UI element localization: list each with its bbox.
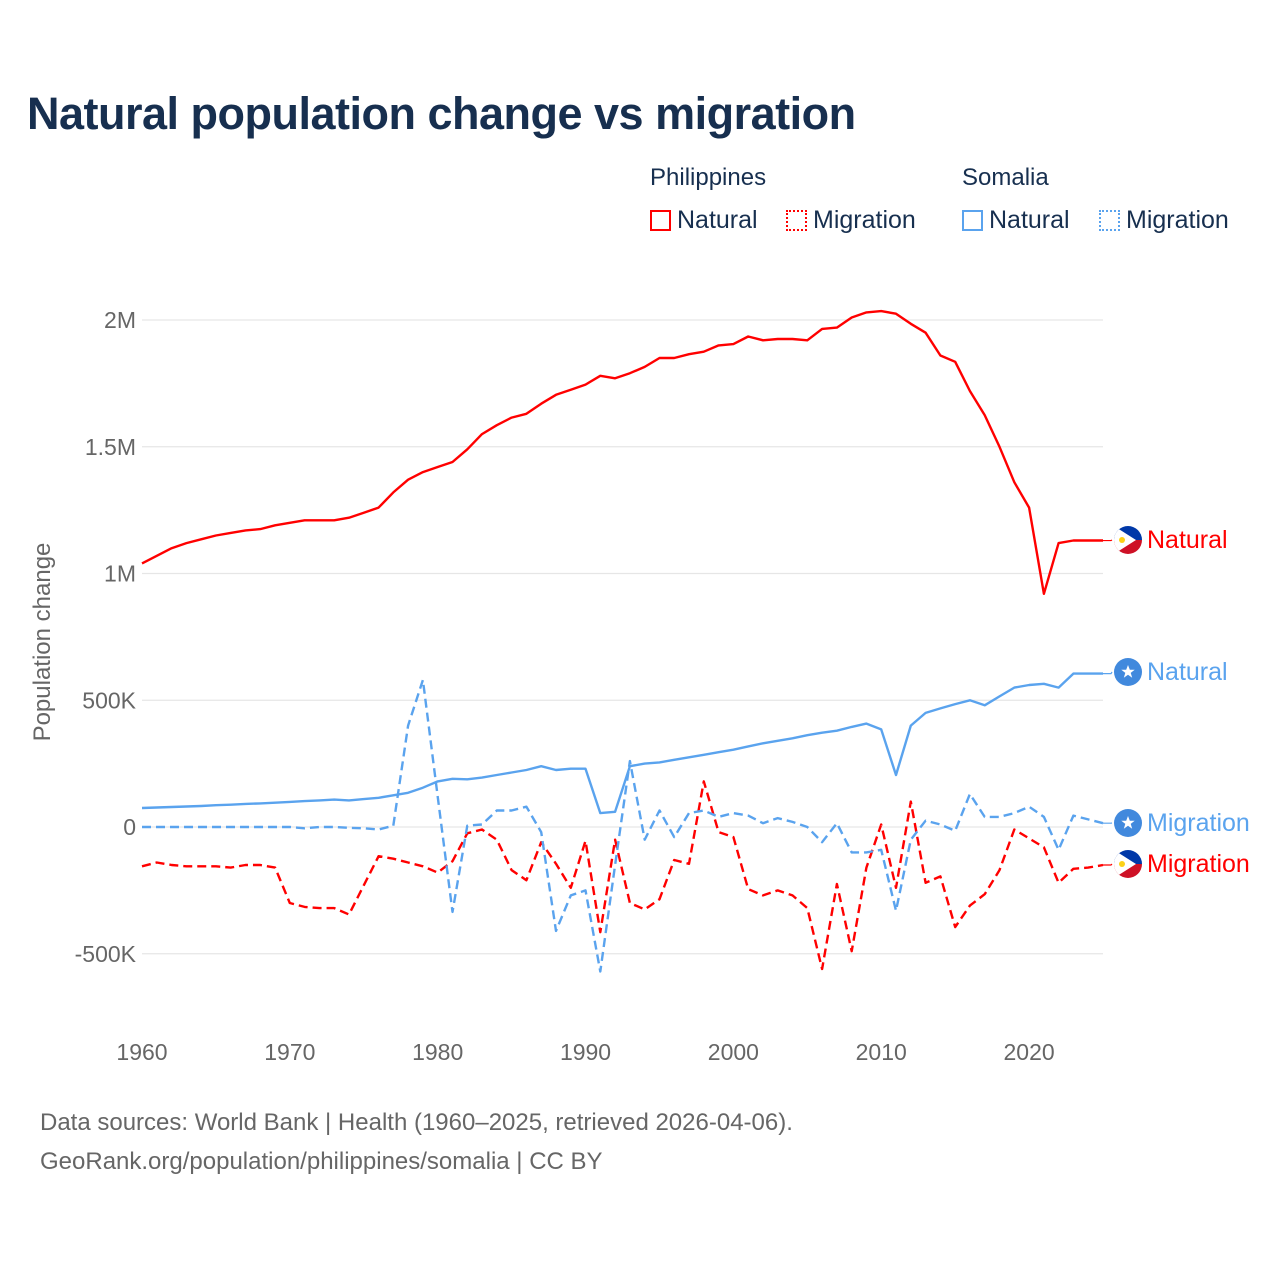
- end-connector: [1103, 863, 1113, 866]
- y-tick-label: 500K: [82, 687, 136, 713]
- legend-swatch-dotted: [786, 210, 807, 231]
- end-label: Natural: [1147, 658, 1228, 686]
- legend-swatch-dotted: [1099, 210, 1120, 231]
- y-tick-label: 2M: [104, 307, 136, 333]
- end-label: Migration: [1147, 850, 1250, 878]
- x-tick-label: 1970: [264, 1039, 315, 1065]
- y-tick-label: 1.5M: [85, 434, 136, 460]
- legend-swatch-solid: [650, 210, 671, 231]
- x-tick-label: 1960: [116, 1039, 167, 1065]
- legend-item-somalia-natural[interactable]: Natural: [962, 206, 1070, 235]
- end-connector: [1103, 539, 1113, 542]
- end-connector: [1103, 671, 1113, 675]
- chart-title: Natural population change vs migration: [27, 88, 856, 139]
- legend-label: Natural: [677, 206, 758, 234]
- legend-item-somalia-migration[interactable]: Migration: [1099, 206, 1229, 235]
- footer-attribution: GeoRank.org/population/philippines/somal…: [40, 1148, 603, 1175]
- legend-label: Migration: [1126, 206, 1229, 234]
- philippines-flag-icon: [1114, 526, 1142, 554]
- y-tick-label: 0: [123, 814, 136, 840]
- series-line-philippines-natural: [141, 309, 1103, 595]
- x-tick-label: 2010: [856, 1039, 907, 1065]
- legend-group-somalia: Somalia: [962, 164, 1049, 191]
- series-line-philippines-migration: [141, 780, 1104, 971]
- end-label: Migration: [1147, 809, 1250, 837]
- series-line-somalia-natural: [141, 672, 1103, 815]
- legend-group-philippines: Philippines: [650, 164, 767, 191]
- x-tick-label: 1980: [412, 1039, 463, 1065]
- end-label: Natural: [1147, 526, 1228, 554]
- x-tick-label: 2000: [708, 1039, 759, 1065]
- legend-item-philippines-natural[interactable]: Natural: [650, 206, 758, 235]
- philippines-flag-icon: [1114, 850, 1142, 878]
- legend-item-philippines-migration[interactable]: Migration: [786, 206, 916, 235]
- legend-label: Migration: [813, 206, 916, 234]
- x-tick-label: 1990: [560, 1039, 611, 1065]
- somalia-flag-icon: [1114, 658, 1142, 686]
- legend-label: Natural: [989, 206, 1070, 234]
- y-tick-label: 1M: [104, 561, 136, 587]
- footer-sources: Data sources: World Bank | Health (1960–…: [40, 1109, 793, 1136]
- y-tick-label: -500K: [75, 941, 137, 967]
- x-tick-label: 2020: [1003, 1039, 1054, 1065]
- series-line-somalia-migration: [142, 678, 1104, 973]
- y-axis-label: Population change: [29, 543, 56, 742]
- somalia-flag-icon: [1114, 809, 1142, 837]
- legend-swatch-solid: [962, 210, 983, 231]
